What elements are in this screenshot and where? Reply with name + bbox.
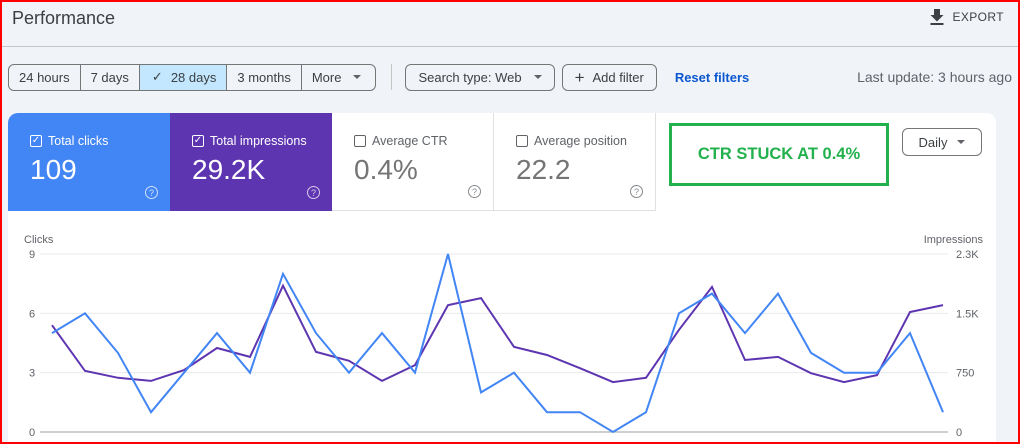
series-line-impressions: [51, 283, 944, 384]
export-label: EXPORT: [952, 10, 1004, 24]
date-range-label: 3 months: [237, 69, 291, 85]
checkbox-checked-icon[interactable]: ✓: [192, 135, 204, 147]
help-icon[interactable]: ?: [307, 186, 320, 199]
dropdown-arrow-icon: [957, 140, 966, 144]
metric-average-position[interactable]: Average position 22.2 ?: [494, 113, 656, 211]
date-range-3-months[interactable]: 3 months: [227, 64, 302, 90]
toolbar-divider: [391, 64, 393, 90]
granularity-label: Daily: [918, 134, 948, 150]
metric-total-clicks[interactable]: ✓ Total clicks 109 ?: [8, 113, 170, 211]
last-update-text: Last update: 3 hours ago: [857, 69, 1012, 85]
help-icon[interactable]: ?: [468, 185, 481, 198]
annotation-text: CTR STUCK AT 0.4%: [697, 145, 861, 163]
metric-value: 29.2K: [192, 154, 266, 185]
dropdown-arrow-icon: [533, 75, 542, 79]
checkbox-checked-icon[interactable]: ✓: [30, 135, 42, 147]
export-button[interactable]: EXPORT: [930, 9, 1004, 25]
y-tick-left: 6: [29, 308, 35, 320]
date-range-label: 7 days: [90, 69, 129, 85]
download-icon: [930, 9, 944, 25]
help-icon[interactable]: ?: [145, 186, 158, 199]
y-tick-right: 0: [956, 427, 962, 439]
y-axis-label-right: Impressions: [924, 234, 984, 246]
page-title: Performance: [12, 8, 116, 28]
date-range-24-hours[interactable]: 24 hours: [9, 64, 81, 90]
metric-label: Total clicks: [48, 134, 109, 148]
y-tick-left: 9: [29, 249, 35, 261]
search-type-dropdown[interactable]: Search type: Web: [405, 63, 555, 91]
reset-filters-link[interactable]: Reset filters: [674, 69, 750, 85]
date-range-28-days[interactable]: ✓ 28 days: [139, 64, 228, 90]
metric-total-impressions[interactable]: ✓ Total impressions 29.2K ?: [170, 113, 332, 211]
page-header: Performance EXPORT: [0, 0, 1020, 47]
add-filter-label: Add filter: [592, 69, 644, 85]
date-range-label: 24 hours: [19, 69, 70, 85]
help-icon[interactable]: ?: [630, 185, 643, 198]
y-tick-right: 2.3K: [956, 249, 979, 261]
performance-card: ✓ Total clicks 109 ? ✓ Total impressions 2…: [8, 113, 996, 444]
metric-label: Average CTR: [372, 134, 448, 148]
checkbox-unchecked-icon[interactable]: [516, 135, 528, 147]
date-range-label: 28 days: [170, 69, 217, 85]
granularity-dropdown[interactable]: Daily: [902, 128, 982, 156]
series-line-clicks: [51, 253, 944, 434]
metric-label: Total impressions: [210, 134, 307, 148]
add-filter-button[interactable]: + Add filter: [561, 63, 657, 91]
y-tick-left: 3: [29, 368, 35, 380]
dropdown-arrow-icon: [353, 75, 362, 79]
date-range-label: More: [311, 69, 342, 85]
performance-line-chart[interactable]: 0 0 3 750 6 1.5K 9 2.3K Clicks Impressions: [8, 113, 996, 444]
y-tick-left: 0: [29, 427, 35, 439]
metric-value: 0.4%: [354, 154, 418, 185]
y-tick-right: 1.5K: [956, 308, 979, 320]
check-icon: ✓: [151, 69, 163, 84]
date-range-7-days[interactable]: 7 days: [81, 64, 140, 90]
filter-toolbar: 24 hours 7 days ✓ 28 days 3 months More …: [8, 63, 1012, 91]
metric-label: Average position: [534, 134, 627, 148]
date-range-more-dropdown[interactable]: More: [302, 65, 376, 90]
checkbox-unchecked-icon[interactable]: [354, 135, 366, 147]
metric-average-ctr[interactable]: Average CTR 0.4% ?: [332, 113, 494, 211]
y-tick-right: 750: [956, 368, 974, 380]
y-axis-label-left: Clicks: [24, 234, 54, 246]
date-range-selector: 24 hours 7 days ✓ 28 days 3 months More: [8, 63, 377, 91]
plus-icon: +: [574, 67, 585, 87]
search-type-label: Search type: Web: [418, 69, 522, 85]
metric-value: 109: [30, 154, 77, 185]
ctr-annotation-box: CTR STUCK AT 0.4%: [669, 123, 889, 186]
metric-value: 22.2: [516, 154, 571, 185]
